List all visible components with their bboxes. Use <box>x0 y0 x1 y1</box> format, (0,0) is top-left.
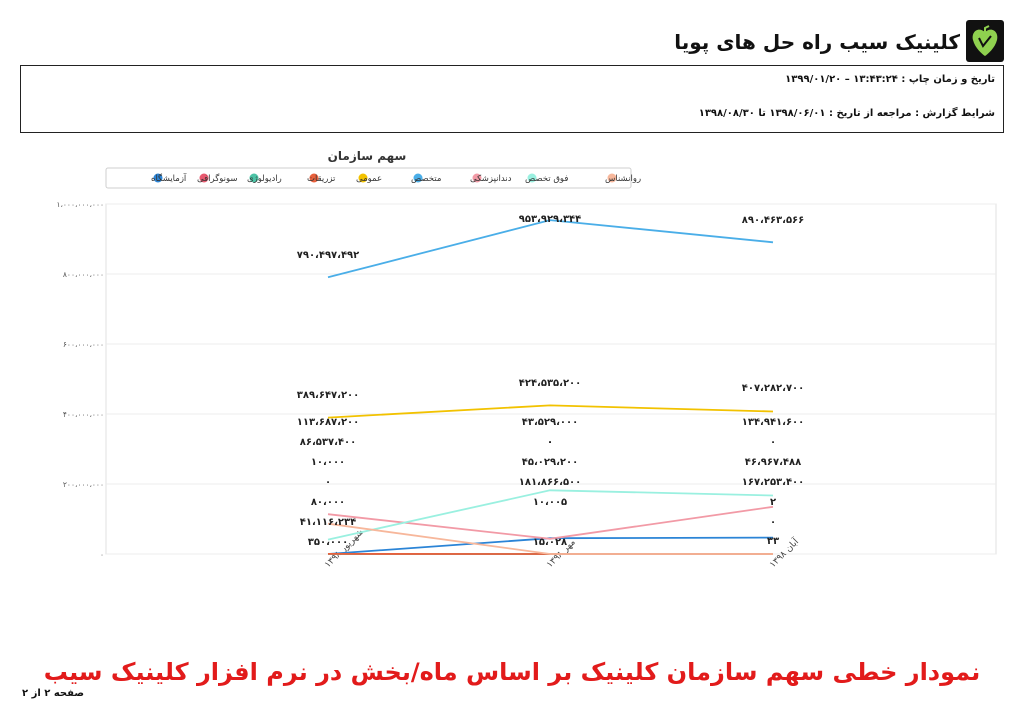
data-label-0-2: ۴۶،۹۶۷،۴۸۸ <box>745 457 801 468</box>
data-label-2-2: ۲ <box>770 497 776 508</box>
legend-label-1: سونوگرافی <box>197 173 238 184</box>
y-tick-label-2: ۴۰۰،۰۰۰،۰۰۰ <box>63 410 104 419</box>
report-conditions-row: شرایط گزارش : مراجعه از تاریخ : ۱۳۹۸/۰۶/… <box>699 108 995 119</box>
data-label-4-0: ۳۸۹،۶۴۷،۲۰۰ <box>297 390 360 401</box>
y-tick-label-0: ۰ <box>100 550 104 559</box>
data-label-2-0: ۸۰،۰۰۰ <box>311 497 345 508</box>
data-label-5-0: ۷۹۰،۴۹۷،۴۹۲ <box>297 250 360 261</box>
apple-heart-icon <box>972 25 998 56</box>
data-label-4-1: ۴۲۴،۵۳۵،۲۰۰ <box>519 378 582 389</box>
data-label-3-0: ۳۵۰،۰۰۰ <box>308 537 348 548</box>
x-tick-label-0: شهریور ۱۳۹۸ <box>323 527 366 570</box>
header-title: کلینیک سیب راه حل های پویا <box>674 30 960 54</box>
data-label-8-2: ۰ <box>770 437 776 448</box>
legend-label-5: متخصص <box>411 174 441 184</box>
legend-label-8: روانشناس <box>605 174 641 184</box>
series-line-4 <box>327 404 774 419</box>
legend-label-6: دندانپزشکی <box>470 174 512 184</box>
clinic-logo <box>966 20 1004 62</box>
data-label-5-1: ۹۵۳،۹۲۹،۳۴۴ <box>519 214 582 225</box>
report-conditions-value: مراجعه از تاریخ : ۱۳۹۸/۰۶/۰۱ تا ۱۳۹۸/۰۸/… <box>698 108 912 119</box>
legend-marker-3 <box>309 173 319 183</box>
legend-marker-4 <box>358 173 368 183</box>
report-conditions-label: شرایط گزارش : <box>915 108 995 119</box>
data-label-1-1: ۰ <box>547 437 553 448</box>
legend-label-3: تزریقات <box>307 174 336 184</box>
line-chart: سهم سازمان آزمایشگاه سونوگرافی رادیولوژی تزر… <box>56 149 997 570</box>
data-label-6-2: ۱۳۴،۹۴۱،۶۰۰ <box>742 417 805 428</box>
data-label-2-1: ۱۰،۰۰۵ <box>533 497 567 508</box>
data-label-8-1: ۰ <box>547 437 553 448</box>
data-label-0-1: ۴۵،۰۲۹،۲۰۰ <box>522 457 578 468</box>
y-tick-label-1: ۲۰۰،۰۰۰،۰۰۰ <box>63 480 104 489</box>
legend-label-2: رادیولوژی <box>247 174 282 184</box>
data-label-7-1: ۱۸۱،۸۶۶،۵۰۰ <box>519 477 582 488</box>
legend-marker-6 <box>472 173 482 183</box>
chart-area: سهم سازمان آزمایشگاه سونوگرافی رادیولوژی تزر… <box>0 140 1024 620</box>
series-line-7 <box>327 489 774 541</box>
legend-label-7: فوق تخصص <box>525 174 568 184</box>
series-line-8 <box>327 522 773 555</box>
data-label-1-0: ۰ <box>325 477 331 488</box>
chart-title: سهم سازمان <box>328 149 407 163</box>
data-label-5-2: ۸۹۰،۴۶۳،۵۶۶ <box>742 215 805 226</box>
y-tick-label-3: ۶۰۰،۰۰۰،۰۰۰ <box>63 340 104 349</box>
data-label-3-1: ۱۵،۰۲۸ <box>533 537 567 548</box>
data-label-1-2: ۰ <box>770 517 776 528</box>
data-label-6-1: ۴۳،۵۲۹،۰۰۰ <box>522 417 578 428</box>
legend-marker-8 <box>607 173 617 183</box>
data-label-7-0: ۴۱،۱۱۶،۲۳۴ <box>300 517 356 528</box>
legend-marker-1 <box>199 173 209 183</box>
legend-marker-7 <box>527 173 537 183</box>
legend-marker-2 <box>249 173 259 183</box>
legend-label-4: عمومی <box>356 174 382 184</box>
chart-legend <box>105 167 632 189</box>
data-label-4-2: ۴۰۷،۲۸۲،۷۰۰ <box>742 383 805 394</box>
page-number: صفحه ۲ از ۲ <box>22 688 84 699</box>
series-line-6 <box>327 505 774 540</box>
footer-title: نمودار خطی سهم سازمان کلینیک بر اساس ماه… <box>43 658 981 686</box>
print-datetime-row: تاریخ و زمان چاپ : ۱۳:۴۳:۲۴ – ۱۳۹۹/۰۱/۲۰ <box>785 74 995 85</box>
data-label-7-2: ۱۶۷،۲۵۳،۴۰۰ <box>742 477 805 488</box>
legend-label-0: آزمایشگاه <box>151 172 187 184</box>
data-label-8-0: ۸۶،۵۳۷،۴۰۰ <box>300 437 356 448</box>
print-datetime-label: تاریخ و زمان چاپ : <box>901 74 995 85</box>
legend-marker-5 <box>413 173 423 183</box>
data-label-3-2: ۳۳ <box>767 536 779 547</box>
data-label-0-0: ۱۰،۰۰۰ <box>311 457 345 468</box>
y-tick-label-4: ۸۰۰،۰۰۰،۰۰۰ <box>63 270 104 279</box>
print-datetime-value: ۱۳:۴۳:۲۴ – ۱۳۹۹/۰۱/۲۰ <box>785 74 898 85</box>
legend-marker-0 <box>153 173 163 183</box>
data-label-6-0: ۱۱۳،۶۸۷،۲۰۰ <box>297 417 360 428</box>
y-tick-label-5: ۱،۰۰۰،۰۰۰،۰۰۰ <box>56 200 104 209</box>
series-line-5 <box>327 219 774 279</box>
report-info-box: تاریخ و زمان چاپ : ۱۳:۴۳:۲۴ – ۱۳۹۹/۰۱/۲۰… <box>20 65 1004 133</box>
